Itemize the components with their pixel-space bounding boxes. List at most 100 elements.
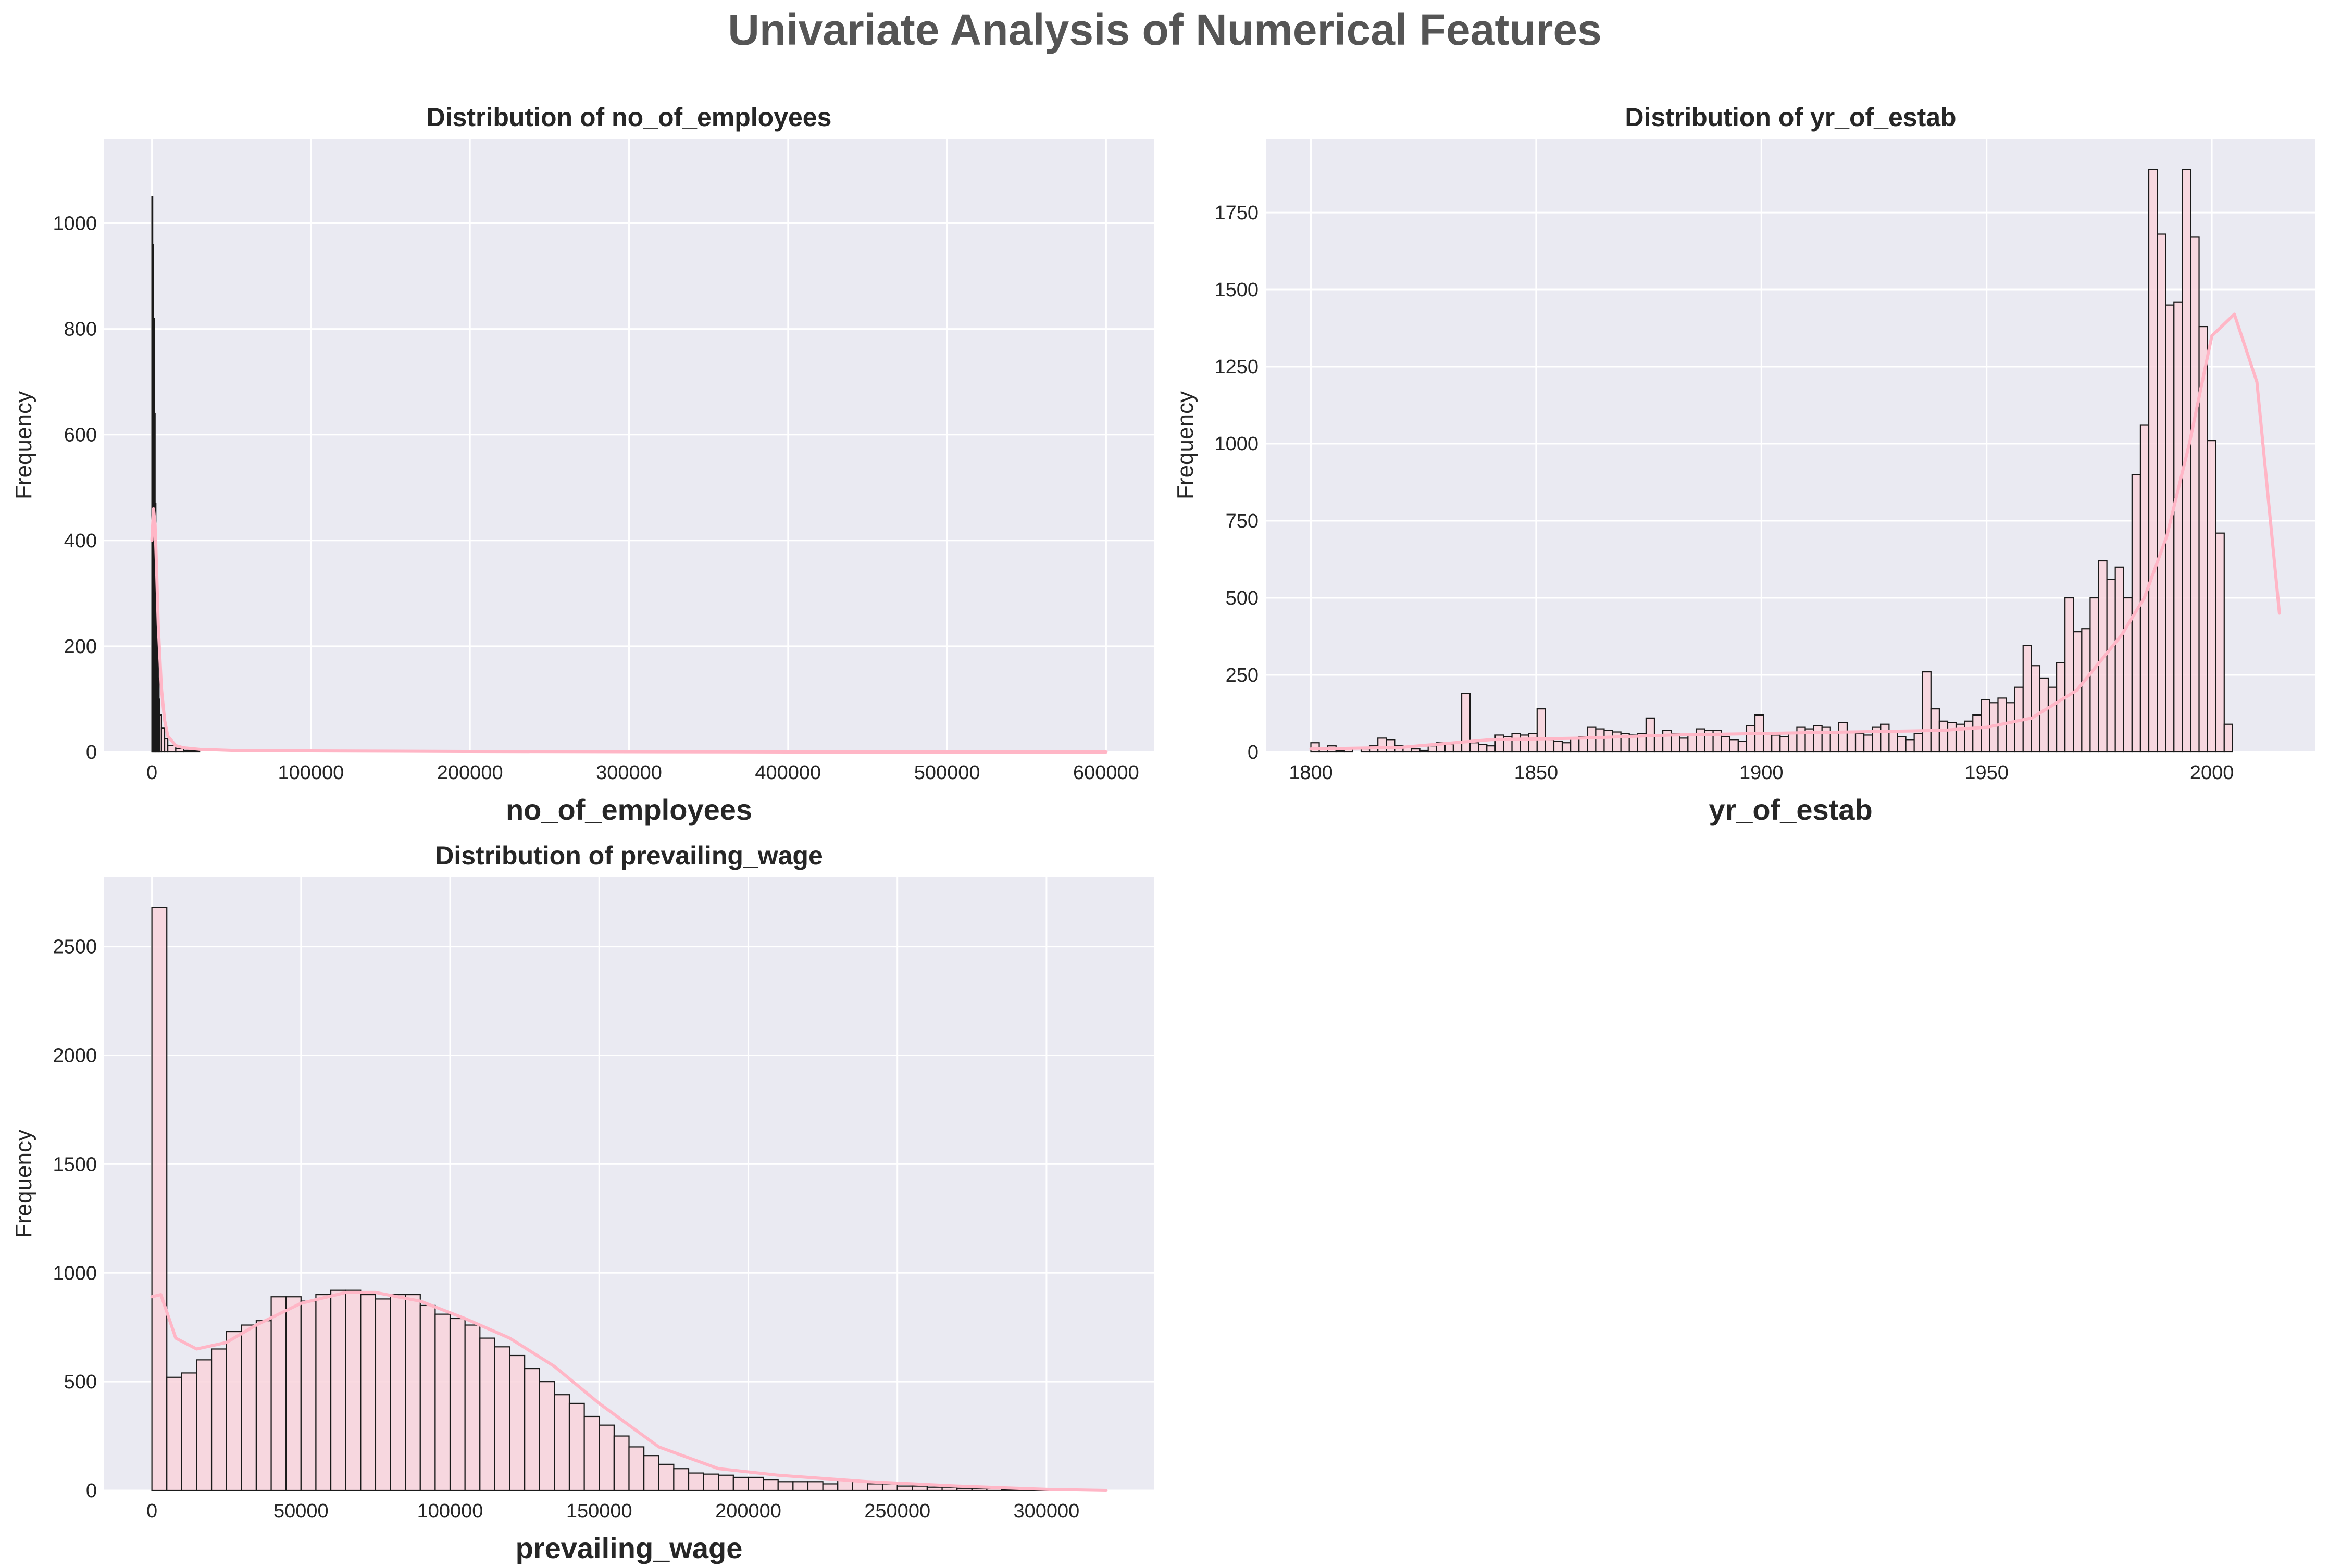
histogram-bar [1461, 693, 1471, 753]
histogram-bar [1897, 736, 1907, 753]
y-tick-label: 800 [64, 319, 97, 341]
histogram-bar [1478, 744, 1488, 753]
histogram-bar [792, 1481, 809, 1491]
histogram-bar [643, 1455, 659, 1491]
subplot-title: Distribution of yr_of_estab [1625, 103, 1956, 132]
histogram-bar [1494, 734, 1504, 753]
histogram-bar [748, 1476, 764, 1491]
histogram-bar [1964, 720, 1974, 753]
histogram-bar [166, 1376, 182, 1491]
panel-no-of-employees: 0 100000 200000 300000 400000 500000 600000 0 20… [11, 103, 1154, 826]
histogram-bar [1788, 733, 1798, 753]
histogram-bar [390, 1294, 406, 1491]
histogram-bar [732, 1476, 749, 1491]
histogram-bar [509, 1354, 526, 1491]
histogram-bar [1888, 730, 1898, 753]
subplot-title: Distribution of no_of_employees [427, 103, 832, 132]
y-tick-label: 2500 [53, 936, 97, 958]
y-tick-label: 0 [1248, 742, 1259, 763]
histogram-bar [226, 1331, 242, 1491]
histogram-bar [285, 1296, 302, 1491]
panel-prevailing-wage: 0 50000 100000 150000 200000 250000 300000 0 500… [11, 841, 1154, 1564]
y-tick-label: 1000 [53, 212, 97, 234]
y-tick-label: 400 [64, 530, 97, 552]
histogram-bar [1779, 736, 1789, 753]
x-tick-label: 300000 [1014, 1500, 1080, 1522]
histogram-bar [1796, 726, 1806, 753]
histogram-bar [688, 1472, 704, 1491]
histogram-bar [360, 1294, 377, 1491]
x-tick-label: 150000 [566, 1500, 632, 1522]
histogram-bar [1570, 737, 1580, 753]
histogram-bar [926, 1486, 943, 1491]
kde-curve [1309, 312, 2281, 751]
x-tick-label: 0 [146, 1500, 157, 1522]
histogram-bar [1771, 734, 1781, 753]
histogram-bar [658, 1463, 675, 1491]
histogram-bar [1913, 733, 1923, 753]
x-axis-label: no_of_employees [506, 793, 752, 826]
histogram-bar [151, 907, 168, 1491]
panel-yr-of-estab: 1800 1850 1900 1950 2000 0 250 500 750 1000 1250 15… [1173, 103, 2315, 826]
histogram-bar [1553, 741, 1563, 753]
x-axis-label: yr_of_estab [1709, 793, 1872, 826]
histogram-bar [2114, 566, 2124, 753]
histogram-bar [2031, 665, 2041, 753]
histogram-bar [2106, 579, 2116, 753]
histogram-bar [2047, 686, 2058, 753]
histogram-bar [1545, 739, 1555, 753]
histogram-bar [2223, 723, 2233, 753]
histogram-bar [241, 1324, 257, 1491]
y-axis-label: Frequency [1173, 391, 1198, 499]
histogram-bar [1846, 731, 1857, 753]
x-tick-label: 200000 [715, 1500, 781, 1522]
histogram-bar [1587, 726, 1597, 753]
histogram-bar [181, 1372, 197, 1491]
histogram-bar [300, 1300, 317, 1491]
x-tick-label: 400000 [755, 762, 821, 784]
histogram-bar [896, 1485, 913, 1491]
histogram-bar [2215, 532, 2225, 753]
histogram-bar [210, 1348, 227, 1491]
histogram-bar [777, 1481, 794, 1491]
histogram-bar [405, 1294, 421, 1491]
y-tick-label: 750 [1226, 510, 1259, 532]
histogram-bar [956, 1487, 973, 1491]
histogram-bar [1854, 733, 1865, 753]
histogram-bar [807, 1481, 824, 1491]
histogram-bar [912, 1485, 928, 1491]
histogram-bar [1687, 734, 1697, 753]
histogram-bar [1721, 736, 1730, 753]
histogram-bar [822, 1483, 839, 1491]
y-tick-label: 500 [1226, 587, 1259, 609]
y-axis-label: Frequency [11, 391, 36, 499]
histogram-bar [2064, 597, 2074, 753]
histogram-bar [175, 748, 184, 753]
x-tick-label: 1950 [1964, 762, 2009, 784]
histogram-bar [449, 1318, 466, 1491]
histogram-bar [1653, 736, 1664, 753]
histogram-bar [2081, 628, 2091, 753]
x-tick-label: 500000 [914, 762, 980, 784]
histogram-bar [2173, 301, 2183, 753]
histogram-bar [613, 1435, 630, 1491]
y-tick-label: 1500 [1214, 279, 1259, 301]
histogram-bar [1595, 728, 1605, 753]
x-axis-label: prevailing_wage [516, 1532, 743, 1564]
histogram-bar [867, 1483, 883, 1491]
histogram-bar [1746, 725, 1756, 753]
histogram-bar [1419, 749, 1429, 753]
histogram-bar [2157, 233, 2166, 753]
histogram-bar [1679, 737, 1689, 753]
y-tick-label: 200 [64, 636, 97, 658]
histogram-bar [375, 1298, 391, 1491]
histogram-bar [1972, 714, 1982, 753]
histogram-bar [1444, 744, 1454, 753]
x-tick-label: 100000 [417, 1500, 483, 1522]
histogram-bar [1737, 741, 1748, 753]
x-tick-label: 2000 [2190, 762, 2234, 784]
histogram-bar [494, 1346, 510, 1491]
histogram-bar [1469, 742, 1479, 753]
histogram-bar [2089, 597, 2099, 753]
histogram-bar [1762, 733, 1773, 753]
